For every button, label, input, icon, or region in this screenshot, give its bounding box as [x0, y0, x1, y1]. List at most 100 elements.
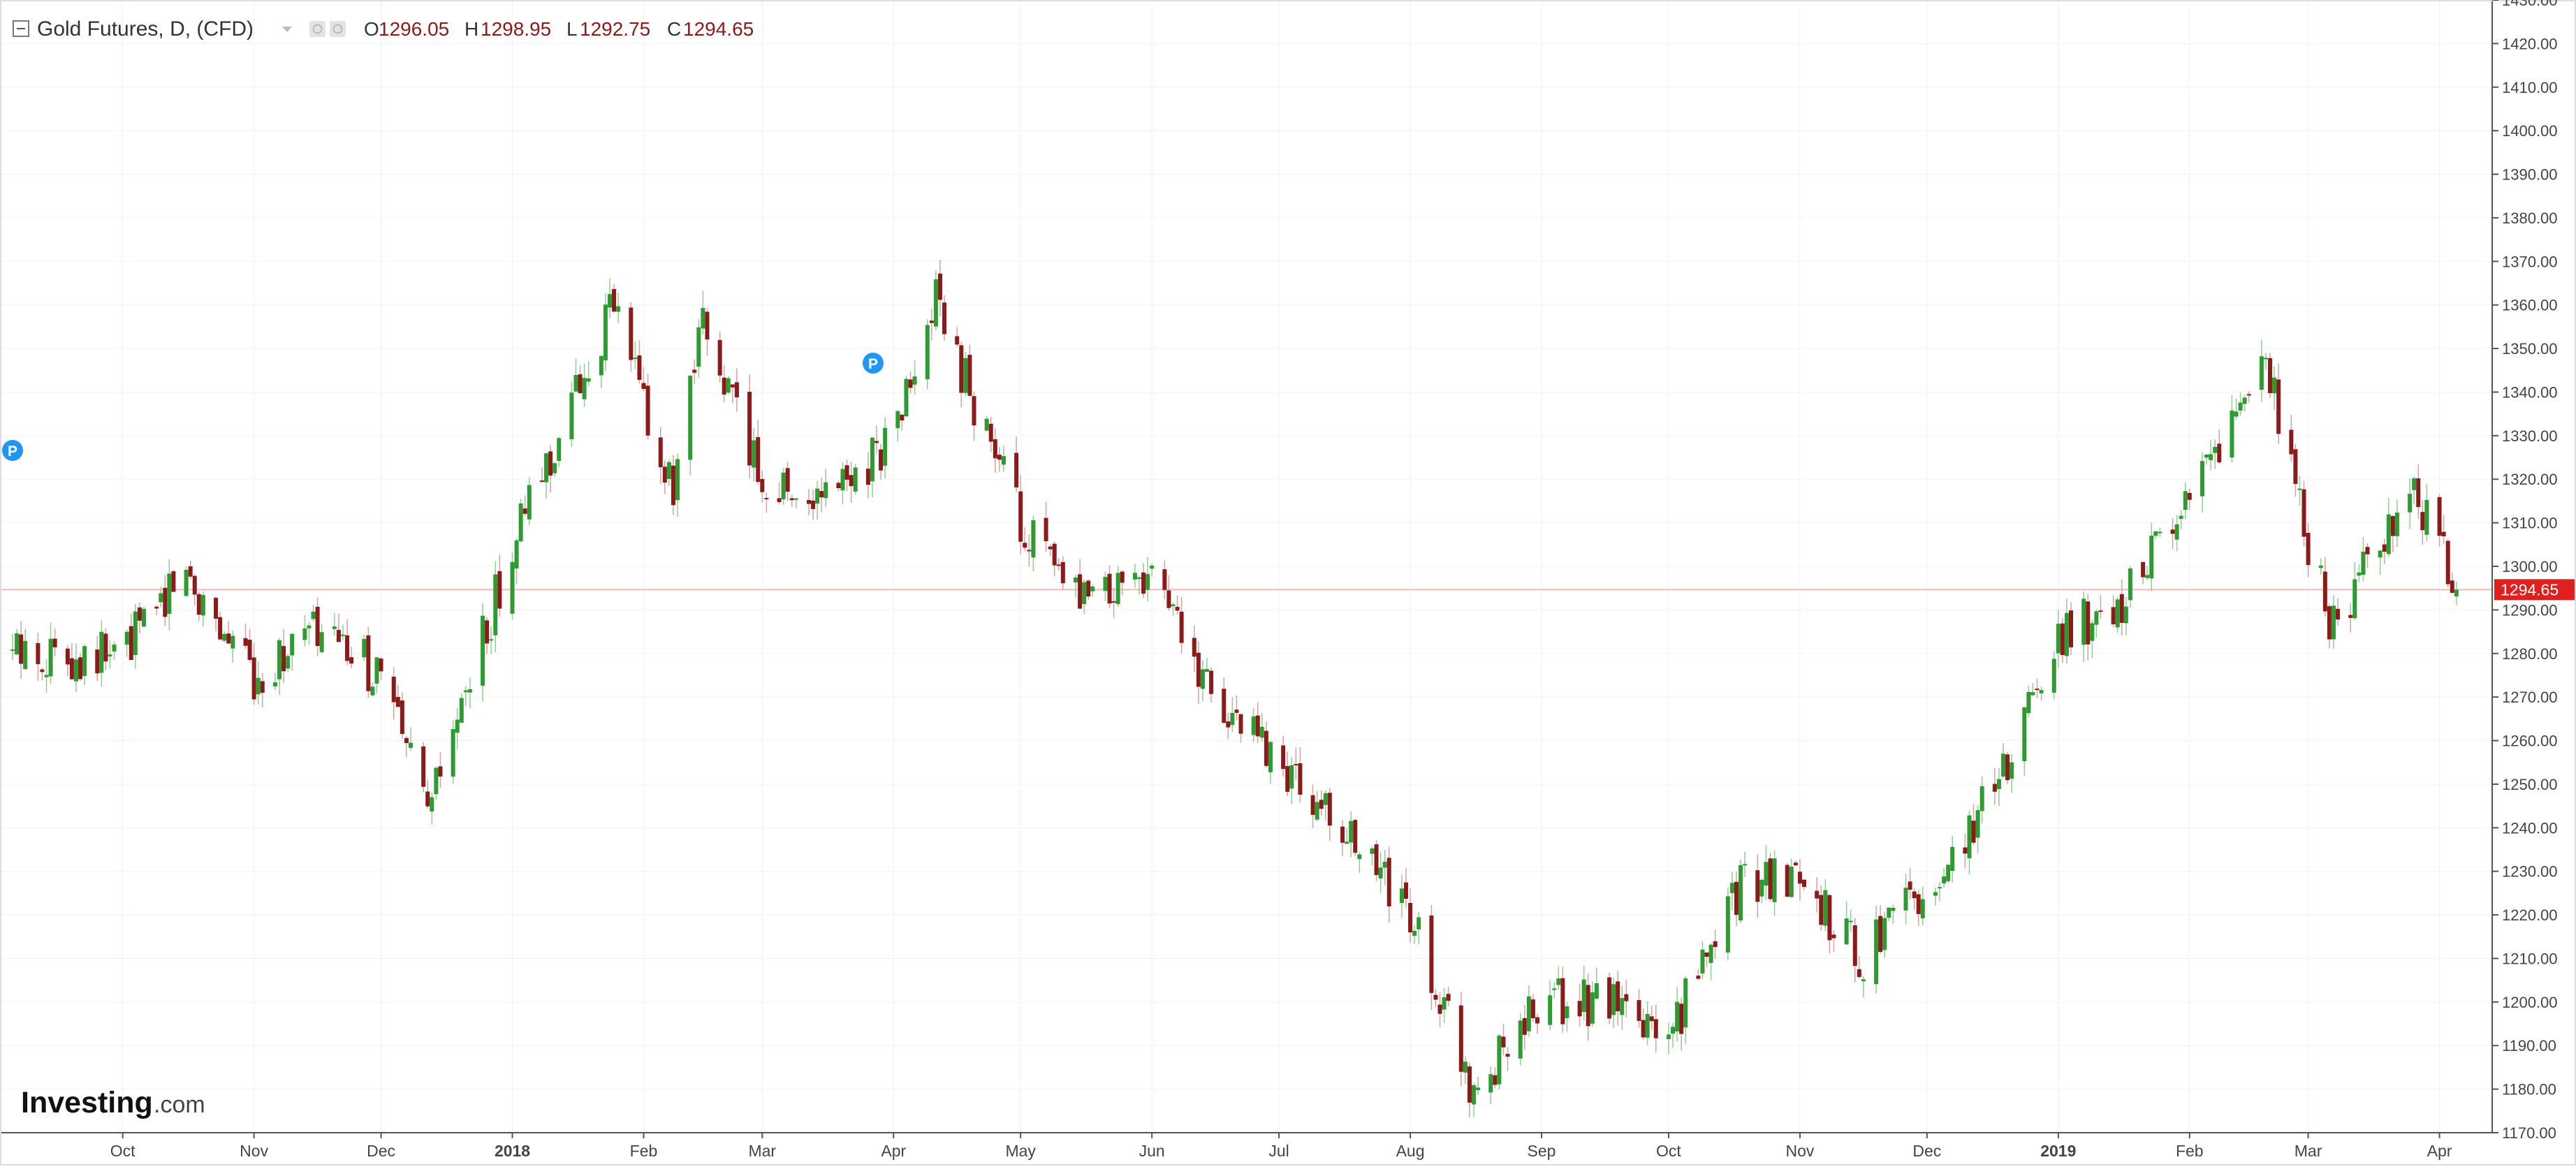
- current-price-badge: 1294.65: [2494, 579, 2575, 601]
- candle-body: [2064, 612, 2069, 656]
- candle-up: [302, 615, 307, 647]
- candle-body: [865, 469, 870, 485]
- candle-up: [1378, 851, 1383, 893]
- candle-up: [2179, 510, 2183, 529]
- gear-icon[interactable]: [330, 21, 346, 37]
- candle-up: [2297, 476, 2302, 506]
- candle-down: [1607, 973, 1612, 1024]
- candle-body: [629, 307, 634, 360]
- candle-body: [1408, 903, 1413, 933]
- candle-up: [222, 631, 227, 642]
- candle-up: [2010, 753, 2014, 793]
- candle-up: [793, 497, 798, 509]
- candle-up: [489, 626, 494, 654]
- candle-body: [2170, 529, 2175, 534]
- x-tick-label: May: [1005, 1142, 1036, 1160]
- candle-down: [1141, 563, 1146, 598]
- candle-body: [2035, 689, 2040, 691]
- candle-down: [1023, 527, 1027, 552]
- y-tick-label: 1390.00: [2502, 166, 2558, 184]
- candle-body: [752, 440, 756, 468]
- candle-up: [2352, 562, 2357, 621]
- candle-up: [493, 561, 498, 653]
- candle-down: [192, 573, 197, 605]
- candle-up: [569, 381, 574, 448]
- candle-body: [2217, 443, 2222, 463]
- candle-up: [2386, 497, 2391, 557]
- candle-up: [1150, 563, 1155, 578]
- candle-up: [467, 677, 472, 709]
- candle-body: [1323, 793, 1328, 805]
- candle-body: [806, 500, 811, 504]
- candle-up: [870, 436, 874, 498]
- candle-up: [2318, 558, 2323, 575]
- x-tick-label: 2018: [495, 1142, 530, 1160]
- candle-body: [1713, 941, 1718, 948]
- candle-down: [69, 643, 74, 680]
- candle-body: [1222, 689, 1227, 723]
- marker-label: P: [868, 356, 878, 372]
- price-axis[interactable]: 1430.00 1420.00 1410.00 1400.00 1390.00 1380.…: [2492, 0, 2558, 1142]
- candle-up: [552, 461, 557, 477]
- candle-body: [1353, 820, 1358, 853]
- candle-body: [1060, 561, 1065, 584]
- candle-up: [1683, 976, 1688, 1044]
- candle-down: [764, 493, 769, 513]
- time-axis[interactable]: Oct Nov Dec 2018 Feb Mar Apr May Jun Jul Aug Sep Oct…: [110, 1133, 2452, 1160]
- candle-body: [853, 467, 858, 492]
- candle-down: [967, 344, 972, 397]
- candle-body: [256, 677, 261, 695]
- candle-body: [1056, 564, 1061, 566]
- candle-down: [730, 384, 735, 404]
- candle-body: [603, 304, 608, 360]
- candle-body: [379, 659, 383, 672]
- candle-body: [40, 669, 45, 672]
- candle-up: [573, 358, 578, 392]
- candle-down: [2322, 557, 2327, 617]
- candle-down: [2170, 518, 2175, 550]
- x-tick-label: Mar: [748, 1142, 776, 1160]
- candle-up: [1996, 768, 2001, 807]
- candle-body: [1844, 918, 1849, 945]
- candle-body: [1382, 861, 1387, 868]
- candle-body: [1560, 978, 1565, 1024]
- candle-body: [2306, 532, 2311, 566]
- marker-p-1[interactable]: P: [2, 440, 23, 461]
- candle-up: [48, 622, 53, 684]
- candle-down: [2060, 618, 2065, 663]
- candle-body: [2263, 358, 2268, 360]
- candle-body: [95, 649, 100, 674]
- candle-body: [1357, 854, 1362, 860]
- candle-up: [370, 682, 375, 696]
- x-tick-label: Nov: [240, 1142, 268, 1160]
- candle-up: [1103, 571, 1108, 601]
- candle-up: [1476, 1077, 1481, 1095]
- candle-down: [196, 591, 201, 622]
- candle-down: [1560, 966, 1565, 1033]
- candle-down: [747, 374, 752, 479]
- candle-body: [1827, 895, 1832, 941]
- settings-icon[interactable]: [309, 21, 325, 37]
- close-label: C: [667, 18, 681, 40]
- candle-up: [688, 375, 693, 476]
- candle-body: [2060, 623, 2065, 656]
- candle-down: [1878, 905, 1883, 954]
- chevron-down-icon[interactable]: [282, 27, 292, 32]
- candle-body: [1437, 1004, 1442, 1014]
- candle-body: [1815, 890, 1820, 899]
- candle-down: [2365, 543, 2370, 568]
- candle-up: [2242, 395, 2247, 412]
- candle-body: [455, 719, 460, 733]
- candle-body: [671, 465, 675, 506]
- candle-up: [557, 436, 562, 467]
- candle-down: [2301, 480, 2306, 547]
- candle-body: [1861, 979, 1866, 982]
- candle-down: [849, 462, 854, 503]
- candle-up: [616, 292, 621, 323]
- candle-body: [154, 606, 159, 609]
- candle-body: [1679, 1003, 1684, 1034]
- x-tick-label: Oct: [110, 1142, 136, 1160]
- candle-body: [1852, 925, 1857, 966]
- marker-p-2[interactable]: P: [863, 353, 884, 374]
